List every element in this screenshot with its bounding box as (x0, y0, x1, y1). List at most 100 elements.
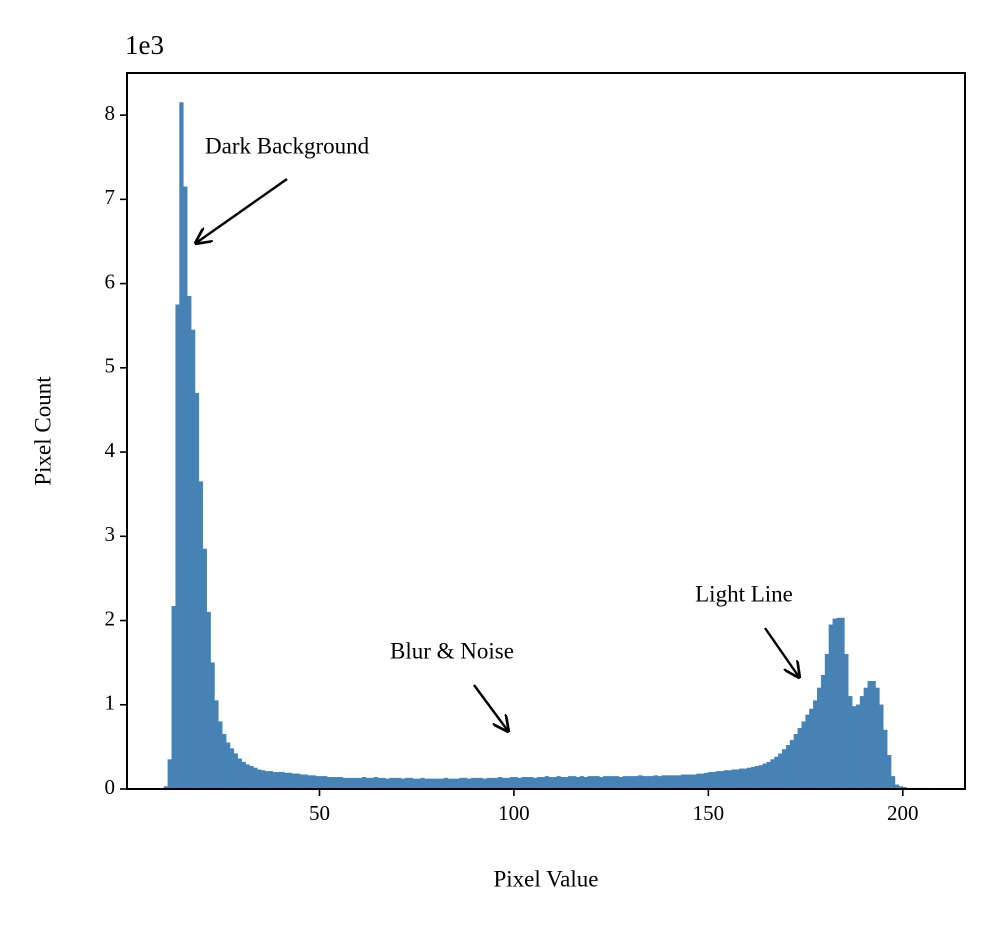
bar (618, 777, 624, 790)
bar (649, 776, 655, 790)
bar (552, 777, 557, 790)
bar (836, 617, 841, 790)
bar (292, 773, 297, 790)
bar (723, 770, 728, 790)
bar (661, 775, 666, 790)
bar (805, 714, 810, 790)
bar (424, 778, 429, 790)
annotation-arrow (764, 627, 799, 677)
bar (408, 777, 414, 790)
bar (867, 680, 872, 790)
bar (712, 771, 717, 790)
annotation-arrow (473, 684, 508, 731)
bar (494, 777, 499, 790)
bar (832, 618, 837, 790)
bar (634, 776, 639, 790)
y-tick-label: 1 (105, 691, 116, 715)
bar (295, 773, 301, 790)
bar (268, 771, 274, 790)
bar (377, 777, 382, 790)
bar (700, 773, 705, 790)
bar (257, 769, 262, 790)
bar (626, 776, 631, 790)
bar (657, 776, 662, 790)
bar (762, 763, 767, 790)
y-tick-label: 3 (105, 522, 116, 546)
bar (463, 777, 468, 790)
bar (645, 776, 651, 790)
bar (653, 775, 658, 790)
bar (187, 296, 192, 790)
bar (789, 739, 795, 790)
bar (560, 777, 565, 790)
bar (673, 775, 678, 790)
bar (754, 766, 760, 790)
bar (206, 611, 211, 790)
annotation: Dark Background (205, 133, 370, 158)
bar (272, 771, 277, 790)
bar (470, 777, 476, 790)
bar (393, 777, 398, 790)
bar (607, 776, 612, 790)
bar (241, 761, 246, 790)
bar (603, 776, 608, 790)
bar (793, 734, 798, 790)
bar (537, 777, 542, 790)
bar (642, 776, 647, 790)
y-tick-label: 8 (105, 101, 116, 125)
bar (214, 700, 219, 790)
bar (362, 777, 367, 790)
bar (385, 778, 390, 790)
annotation: Light Line (695, 581, 793, 606)
bar (381, 777, 386, 790)
bar (412, 778, 417, 790)
bar (568, 776, 573, 790)
bar (809, 708, 814, 790)
bar (778, 753, 783, 790)
bar (513, 777, 519, 790)
bar (797, 728, 802, 790)
bar (591, 776, 596, 790)
bar (350, 777, 355, 790)
bar (855, 704, 861, 790)
bar (521, 777, 526, 790)
bar (447, 778, 452, 790)
bar (264, 771, 270, 790)
bar (739, 768, 744, 790)
bar (782, 749, 787, 790)
bar (828, 624, 833, 790)
bar (852, 706, 857, 790)
bar (369, 777, 375, 790)
bar (638, 775, 643, 790)
bar (222, 734, 227, 790)
bar (420, 777, 425, 790)
bar (583, 777, 589, 790)
bar (719, 771, 725, 790)
offset-label: 1e3 (125, 30, 164, 60)
plot-frame (126, 72, 966, 790)
bar (225, 742, 231, 790)
bar (696, 773, 701, 790)
bar (544, 776, 550, 790)
bar (887, 755, 892, 790)
bar (249, 766, 254, 790)
bar (432, 778, 437, 790)
bar (758, 765, 763, 790)
bar (202, 548, 207, 790)
bar (183, 186, 188, 790)
y-tick-label: 5 (105, 354, 116, 378)
bar (859, 696, 865, 790)
bar (614, 776, 620, 790)
bar (548, 777, 554, 790)
bar (704, 772, 709, 790)
x-tick-label: 200 (887, 801, 919, 825)
x-tick-label: 100 (498, 801, 530, 825)
bar (622, 776, 627, 790)
bar (327, 777, 332, 790)
bar (443, 777, 449, 790)
bar (875, 687, 880, 790)
bar (575, 777, 581, 790)
bar (455, 778, 460, 790)
x-axis-label: Pixel Value (494, 866, 599, 891)
bar (284, 772, 289, 790)
